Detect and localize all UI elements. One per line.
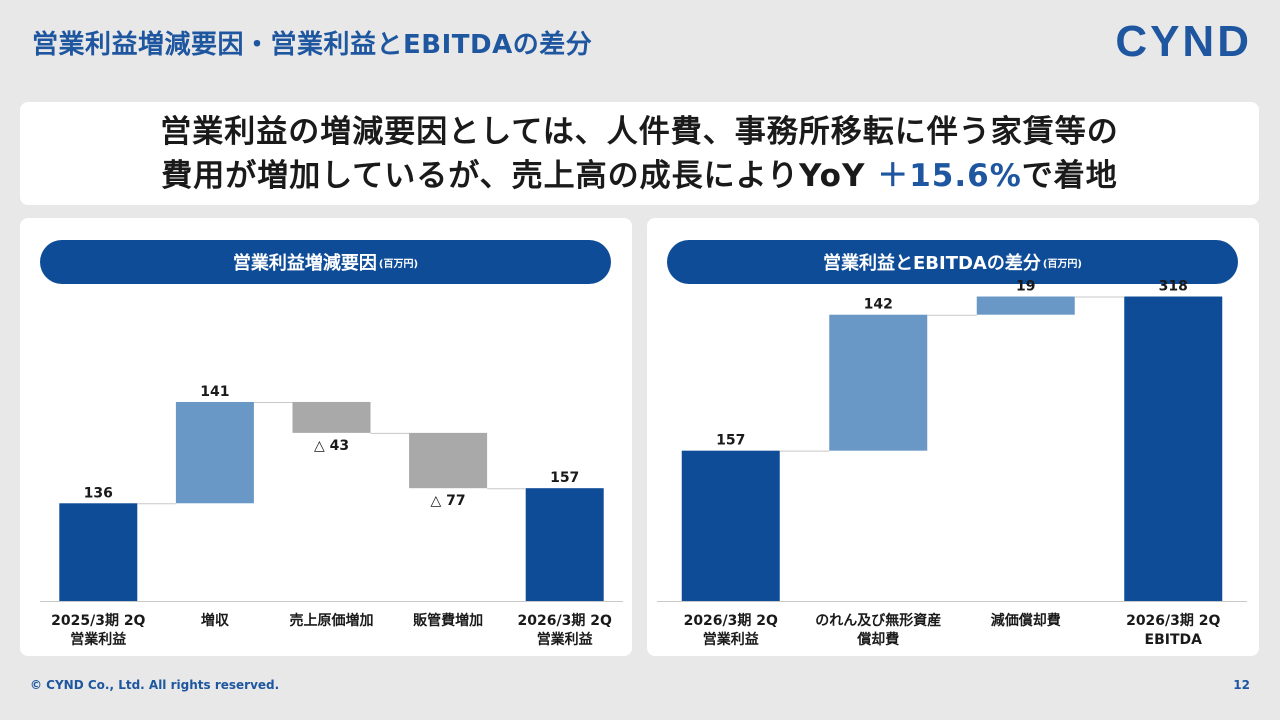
value-label-2: 19 [1016,279,1035,295]
bar-increase-2 [976,296,1075,315]
value-label-4: 157 [550,470,579,486]
operating-profit-factors-unit: (百万円) [378,258,419,270]
category-label-0: 2025/3期 2Q [51,613,145,629]
category-label-3: 販管費増加 [413,612,483,629]
page-number: 12 [1233,678,1250,692]
headline-card: 営業利益の増減要因としては、人件費、事務所移転に伴う家賃等の 費用が増加している… [20,102,1259,205]
company-logo: CYND [1115,17,1252,66]
page-title: 営業利益増減要因・営業利益とEBITDAの差分 [32,30,593,60]
ebitda-diff-panel: 営業利益とEBITDAの差分 (百万円) 157 2026/3期 2Q 営業利益 142… [647,218,1259,656]
category-label-3-line2: EBITDA [1145,632,1203,648]
value-label-3: 318 [1159,279,1188,295]
ebitda-diff-header: 営業利益とEBITDAの差分 (百万円) [667,240,1238,284]
operating-profit-waterfall-chart: 136 2025/3期 2Q 営業利益 141 増収 △ 43 売上原価増加 △ 77 販管費増… [40,384,623,648]
bar-increase-1 [175,401,254,504]
operating-profit-factors-panel: 営業利益増減要因 (百万円) 136 2025/3期 2Q 営業利益 141 増収 △ 43… [20,218,632,656]
headline-line-2-end: で着地 [1021,157,1118,194]
category-label-1: のれん及び無形資産 [815,612,941,629]
category-label-0-line2: 営業利益 [70,631,126,648]
bar-total-3 [1124,296,1223,601]
headline-line-2-text: 費用が増加しているが、売上高の成長によりYoY [161,157,878,194]
value-label-2: △ 43 [314,438,349,454]
value-label-1: 142 [864,297,893,313]
bar-total-4 [525,488,604,601]
bar-total-0 [681,450,780,601]
ebitda-diff-title: 営業利益とEBITDAの差分 [822,253,1041,274]
value-label-0: 136 [84,485,113,501]
value-label-3: △ 77 [431,493,466,509]
bar-increase-1 [829,314,928,451]
category-label-1-line2: 償却費 [856,631,899,648]
footer-copyright: © CYND Co., Ltd. All rights reserved. [30,678,280,692]
operating-profit-factors-header: 営業利益増減要因 (百万円) [40,240,611,284]
headline-yoy-growth: ＋15.6% [877,157,1022,194]
headline-line-2: 費用が増加しているが、売上高の成長によりYoY ＋15.6%で着地 [161,154,1118,198]
category-label-3: 2026/3期 2Q [1126,613,1220,629]
category-label-2: 売上原価増加 [290,612,374,629]
category-label-2: 減価償却費 [991,612,1061,629]
bar-decrease-3 [409,432,488,489]
bar-total-0 [59,503,138,601]
category-label-4-line2: 営業利益 [537,631,593,648]
category-label-1: 増収 [201,612,230,629]
category-label-0: 2026/3期 2Q [684,613,778,629]
value-label-0: 157 [716,433,745,449]
category-label-4: 2026/3期 2Q [518,613,612,629]
value-label-1: 141 [200,384,229,400]
headline-line-1: 営業利益の増減要因としては、人件費、事務所移転に伴う家賃等の [160,113,1119,150]
ebitda-diff-unit: (百万円) [1042,258,1082,270]
category-label-0-line2: 営業利益 [703,631,759,648]
operating-profit-factors-title: 営業利益増減要因 [232,253,377,274]
bar-decrease-2 [292,401,371,433]
